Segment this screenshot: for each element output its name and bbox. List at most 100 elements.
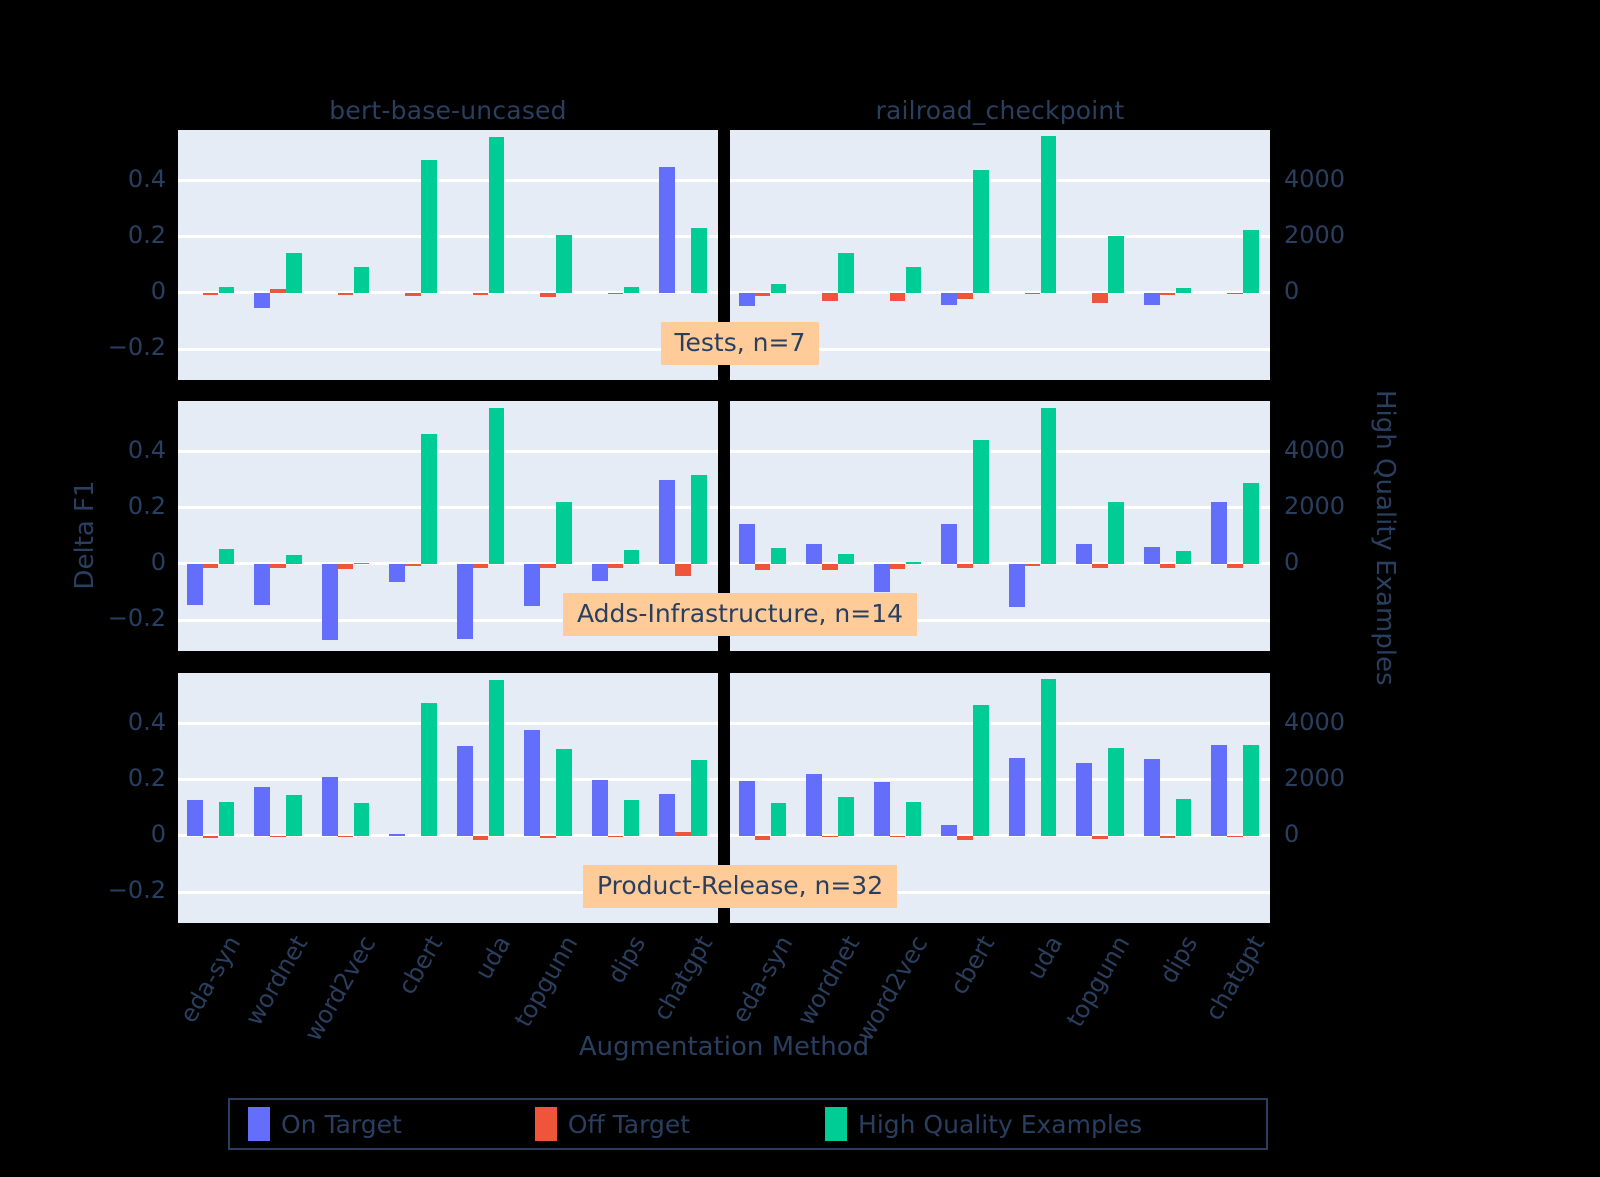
bar-on-target-wordnet	[806, 773, 823, 836]
bar-on-target-topgunn	[524, 729, 541, 836]
bar-high-quality-examples-dips	[1175, 799, 1192, 836]
bar-on-target-eda-syn	[186, 799, 203, 836]
bar-on-target-cbert	[389, 563, 406, 583]
zero-line	[730, 291, 1270, 295]
y2-tick-label: 0	[1284, 547, 1300, 576]
y2-tick-label: 0	[1284, 819, 1300, 848]
bar-on-target-dips	[591, 563, 608, 581]
bar-off-target-uda	[472, 835, 489, 840]
bar-off-target-chatgpt	[675, 831, 691, 836]
bar-on-target-topgunn	[524, 563, 541, 607]
zero-line	[178, 291, 718, 295]
bar-off-target-eda-syn	[202, 292, 219, 295]
bar-off-target-dips	[1159, 292, 1176, 295]
bar-off-target-cbert	[405, 292, 421, 296]
bar-off-target-topgunn	[1092, 563, 1108, 568]
y-tick-label: 0.4	[127, 707, 166, 736]
legend-item-on-target[interactable]: On Target	[248, 1107, 402, 1141]
bar-on-target-dips	[1143, 546, 1160, 564]
gridline	[178, 235, 718, 239]
bar-off-target-chatgpt	[1227, 292, 1243, 295]
bar-high-quality-examples-cbert	[973, 705, 989, 836]
bar-high-quality-examples-cbert	[421, 703, 437, 836]
legend-item-off-target[interactable]: Off Target	[534, 1107, 691, 1141]
bar-off-target-dips	[1159, 563, 1176, 569]
legend-label-off-target: Off Target	[567, 1109, 691, 1139]
y2-tick-label: 2000	[1284, 220, 1346, 249]
bar-high-quality-examples-word2vec	[905, 562, 922, 564]
y2-tick-label: 0	[1284, 276, 1300, 305]
bar-high-quality-examples-cbert	[973, 440, 989, 564]
gridline	[178, 618, 718, 622]
y2-tick-label: 4000	[1284, 435, 1346, 464]
legend-label-on-target: On Target	[281, 1109, 402, 1139]
bar-high-quality-examples-eda-syn	[770, 548, 787, 564]
legend: On Target Off Target High Quality Exampl…	[228, 1098, 1268, 1150]
y-tick-label: 0.2	[127, 763, 166, 792]
x-axis-title: Augmentation Method	[578, 1032, 870, 1062]
bar-off-target-eda-syn	[754, 835, 771, 840]
gridline	[730, 347, 1270, 351]
bar-high-quality-examples-wordnet	[286, 795, 302, 836]
bar-on-target-dips	[591, 780, 608, 836]
bar-high-quality-examples-dips	[1175, 287, 1192, 293]
y2-tick-label: 4000	[1284, 707, 1346, 736]
y-tick-label: 0.4	[127, 164, 166, 193]
bar-high-quality-examples-eda-syn	[218, 802, 235, 836]
bar-off-target-chatgpt	[1227, 563, 1243, 568]
bar-off-target-topgunn	[540, 292, 556, 297]
bar-off-target-uda	[472, 563, 489, 568]
y-tick-label: −0.2	[107, 876, 166, 905]
bar-on-target-eda-syn	[738, 780, 755, 836]
bar-high-quality-examples-eda-syn	[770, 803, 787, 836]
bar-off-target-word2vec	[337, 563, 354, 569]
bar-off-target-wordnet	[822, 835, 838, 838]
bar-off-target-eda-syn	[202, 563, 219, 568]
bar-off-target-wordnet	[270, 289, 286, 293]
legend-swatch-high-quality-examples	[825, 1107, 848, 1141]
gridline	[730, 890, 1270, 894]
bar-high-quality-examples-chatgpt	[1243, 230, 1259, 293]
bar-high-quality-examples-uda	[1040, 136, 1057, 293]
bar-off-target-cbert	[957, 563, 973, 569]
bar-off-target-uda	[1024, 292, 1041, 295]
bar-high-quality-examples-wordnet	[286, 554, 302, 564]
bar-off-target-chatgpt	[675, 563, 691, 576]
y-tick-label: 0.2	[127, 220, 166, 249]
gridline	[730, 618, 1270, 622]
bar-off-target-topgunn	[540, 563, 556, 568]
bar-off-target-eda-syn	[754, 563, 771, 571]
bar-on-target-uda	[1008, 563, 1025, 608]
bar-high-quality-examples-topgunn	[556, 235, 572, 293]
bar-high-quality-examples-eda-syn	[218, 549, 235, 564]
y-tick-label: −0.2	[107, 333, 166, 362]
bar-high-quality-examples-cbert	[421, 159, 437, 293]
gridline	[730, 179, 1270, 183]
bar-on-target-word2vec	[321, 777, 338, 836]
bar-off-target-wordnet	[822, 292, 838, 302]
gridline	[730, 506, 1270, 510]
zero-line	[730, 834, 1270, 838]
zero-line	[178, 834, 718, 838]
gridline	[178, 506, 718, 510]
bar-off-target-dips	[1159, 835, 1176, 838]
bar-high-quality-examples-word2vec	[353, 562, 370, 565]
bar-high-quality-examples-eda-syn	[218, 286, 235, 293]
bar-on-target-wordnet	[254, 292, 271, 309]
legend-item-high-quality-examples[interactable]: High Quality Examples	[825, 1107, 1142, 1141]
bar-on-target-dips	[1143, 758, 1160, 836]
panel-bert-base-uncased-row0	[178, 130, 718, 380]
bar-high-quality-examples-topgunn	[1108, 502, 1124, 564]
bar-on-target-chatgpt	[1211, 502, 1228, 564]
bar-off-target-word2vec	[889, 835, 906, 838]
row-annotation-0: Tests, n=7	[660, 322, 820, 365]
bar-high-quality-examples-topgunn	[556, 748, 572, 836]
bar-off-target-word2vec	[889, 563, 906, 569]
y-axis-title: Delta F1	[70, 480, 100, 590]
bar-off-target-cbert	[405, 563, 421, 567]
legend-swatch-on-target	[248, 1107, 270, 1141]
bar-off-target-wordnet	[270, 563, 286, 568]
gridline	[178, 450, 718, 454]
bar-off-target-dips	[607, 563, 624, 568]
bar-high-quality-examples-word2vec	[353, 803, 370, 836]
